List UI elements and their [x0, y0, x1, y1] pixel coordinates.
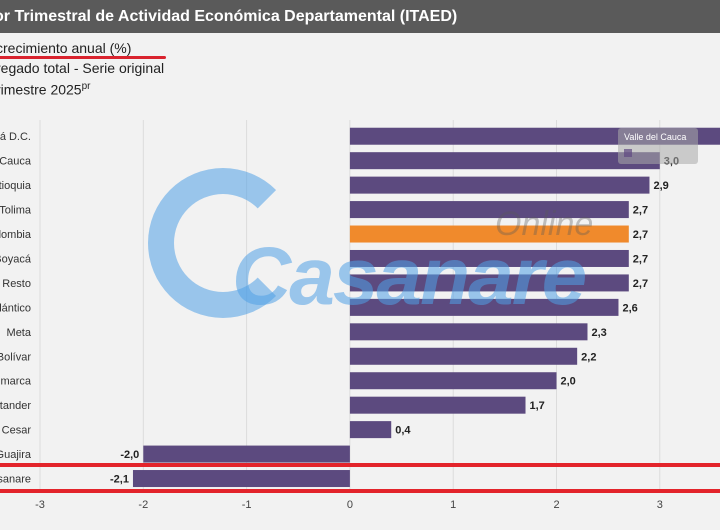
bar-1	[349, 152, 660, 170]
category-label-12: Cesar	[2, 425, 32, 437]
bar-14	[132, 470, 350, 488]
x-tick-label-1: -2	[138, 499, 148, 511]
category-label-8: Meta	[7, 327, 32, 339]
bar-12	[349, 421, 392, 439]
bar-10	[349, 372, 557, 390]
bar-13	[143, 445, 350, 463]
data-label-8: 2,3	[591, 327, 606, 339]
x-tick-label-4: 1	[450, 499, 456, 511]
category-label-13: Guajira	[0, 449, 32, 461]
tooltip-swatch	[624, 149, 632, 157]
bar-2	[349, 176, 650, 194]
chart-title: or Trimestral de Actividad Económica Dep…	[0, 8, 458, 25]
bar-11	[349, 396, 526, 414]
bar-8	[349, 323, 588, 341]
bar-9	[349, 347, 578, 365]
data-label-9: 2,2	[581, 351, 596, 363]
data-label-12: 0,4	[395, 425, 411, 437]
category-label-11: tander	[0, 400, 31, 412]
category-label-14: sanare	[0, 474, 31, 486]
x-tick-label-0: -3	[35, 499, 45, 511]
bar-7	[349, 298, 619, 316]
subtitle-quarter-text: rimestre 2025	[0, 81, 82, 98]
category-label-7: lántico	[0, 302, 31, 314]
category-label-4: lombia	[0, 229, 32, 241]
data-label-4: 2,7	[633, 229, 648, 241]
bar-5	[349, 249, 629, 267]
chart-header: or Trimestral de Actividad Económica Dep…	[0, 0, 720, 33]
subtitle-quarter-sup: pr	[81, 81, 91, 92]
data-label-13: -2,0	[120, 449, 139, 461]
data-label-2: 2,9	[653, 180, 668, 192]
category-label-10: marca	[0, 376, 31, 388]
category-label-1: Cauca	[0, 156, 32, 168]
category-label-9: Bolívar	[0, 351, 31, 363]
chart-tooltip: Valle del Cauca	[618, 128, 698, 164]
data-label-5: 2,7	[633, 253, 648, 265]
subtitle-aggregate: regado total - Serie original	[0, 60, 165, 76]
category-label-5: Boyacá	[0, 253, 32, 265]
category-label-6: Resto	[2, 278, 31, 290]
bar-6	[349, 274, 629, 292]
red-underline-annotation	[0, 56, 166, 59]
data-label-10: 2,0	[561, 376, 576, 388]
data-label-7: 2,6	[622, 302, 637, 314]
category-label-2: tioquia	[0, 180, 32, 192]
x-tick-label-5: 2	[553, 499, 559, 511]
tooltip-title: Valle del Cauca	[624, 132, 687, 142]
category-label-3: Tolima	[0, 205, 32, 217]
x-tick-label-2: -1	[242, 499, 252, 511]
bar-3	[349, 201, 629, 219]
subtitle-quarter: rimestre 2025pr	[0, 81, 91, 98]
data-label-14: -2,1	[110, 474, 129, 486]
x-tick-label-6: 3	[657, 499, 663, 511]
data-label-6: 2,7	[633, 278, 648, 290]
category-label-0: á D.C.	[0, 131, 31, 143]
bar-chart: á D.C.Cauca3,0tioquia2,9Tolima2,7lombia2…	[0, 120, 720, 511]
data-label-3: 2,7	[633, 205, 648, 217]
bar-4	[349, 225, 629, 243]
data-label-11: 1,7	[530, 400, 545, 412]
subtitle-growth: crecimiento anual (%)	[0, 40, 132, 56]
x-tick-label-3: 0	[347, 499, 353, 511]
